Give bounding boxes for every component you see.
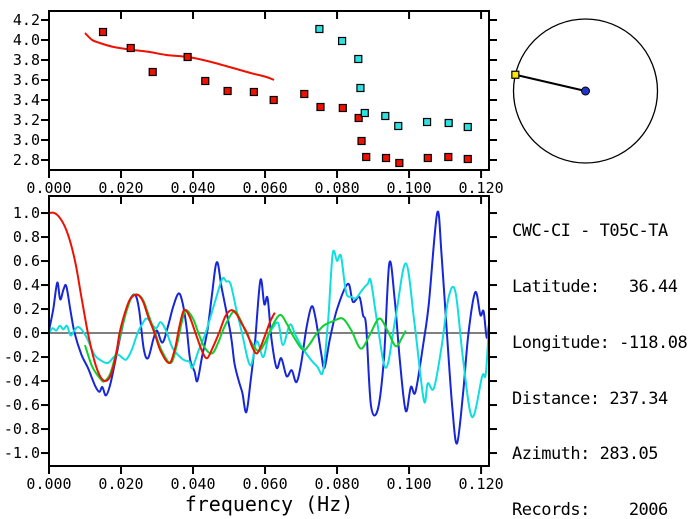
alternate-group-velocity-point xyxy=(394,121,403,131)
y-tick-label: -0.4 xyxy=(4,372,40,390)
measured-group-velocity-point xyxy=(338,103,347,113)
alternate-group-velocity-point xyxy=(360,108,369,118)
y-tick-label: 3.6 xyxy=(13,71,40,89)
measured-group-velocity-point xyxy=(316,102,325,112)
station-pair-title: CWC-CI - T05C-TA xyxy=(512,221,668,242)
measured-group-velocity-point xyxy=(201,76,210,86)
y-tick-label: 3.4 xyxy=(13,91,40,109)
measured-group-velocity-point xyxy=(98,27,108,37)
alternate-group-velocity-point xyxy=(315,24,324,34)
alternate-group-velocity-point xyxy=(422,117,432,127)
alternate-group-velocity-point xyxy=(354,54,363,64)
measured-group-velocity-point xyxy=(249,87,258,97)
measured-group-velocity-point xyxy=(423,153,432,163)
measured-group-velocity-point xyxy=(463,154,472,164)
azimuth-diagram xyxy=(511,18,659,164)
x-tick-label: 0.120 xyxy=(459,179,504,197)
azimuth-station-marker xyxy=(511,70,520,79)
x-tick-label: 0.060 xyxy=(242,475,287,493)
measured-group-velocity-point xyxy=(183,52,192,62)
x-tick-label: 0.020 xyxy=(98,475,143,493)
measured-group-velocity-point xyxy=(300,89,309,99)
y-tick-label: 0.6 xyxy=(13,252,40,270)
station-info-panel: CWC-CI - T05C-TA Latitude: 36.44 Longitu… xyxy=(512,185,688,519)
x-tick-label: 0.060 xyxy=(242,179,287,197)
x-tick-label: 0.000 xyxy=(26,475,71,493)
x-axis-title: frequency (Hz) xyxy=(185,492,354,516)
y-tick-label: 4.2 xyxy=(13,11,40,29)
y-tick-label: 3.2 xyxy=(13,111,40,129)
azimuth-circle xyxy=(512,18,659,164)
measured-group-velocity-point xyxy=(381,153,391,163)
plot-frame xyxy=(48,195,490,467)
distance-line: Distance: 237.34 xyxy=(512,388,668,409)
measured-group-velocity-point xyxy=(126,43,135,53)
y-tick-label: 4.0 xyxy=(13,31,40,49)
reference-dispersion-curve xyxy=(84,32,275,81)
measured-group-velocity-point xyxy=(444,152,453,162)
y-tick-label: -0.2 xyxy=(4,348,40,366)
alternate-group-velocity-point xyxy=(337,36,347,46)
center-station-marker xyxy=(581,86,590,96)
x-tick-label: 0.080 xyxy=(314,179,359,197)
measured-group-velocity-point xyxy=(269,95,278,105)
y-tick-label: -1.0 xyxy=(4,444,40,462)
azimuth-line xyxy=(515,73,586,92)
measured-group-velocity-point xyxy=(362,152,371,162)
alternate-group-velocity-point xyxy=(356,83,365,93)
measured-group-velocity-point xyxy=(223,86,232,96)
x-tick-label: 0.000 xyxy=(26,179,71,197)
y-tick-label: 0.2 xyxy=(13,300,40,318)
longitude-line: Longitude: -118.08 xyxy=(512,332,688,353)
alternate-group-velocity-point xyxy=(463,122,472,132)
alternate-group-velocity-point xyxy=(444,118,453,128)
y-tick-label: 1.0 xyxy=(13,204,40,222)
y-tick-label: 2.8 xyxy=(13,151,40,169)
y-tick-label: -0.8 xyxy=(4,420,40,438)
x-tick-label: 0.120 xyxy=(459,475,504,493)
azimuth-line: Azimuth: 283.05 xyxy=(512,444,659,465)
alternate-group-velocity-point xyxy=(381,111,390,121)
y-tick-label: -0.6 xyxy=(4,396,40,414)
x-tick-label: 0.040 xyxy=(170,475,215,493)
measured-group-velocity-point xyxy=(354,113,363,123)
measured-group-velocity-point xyxy=(357,136,366,146)
y-tick-label: 3.0 xyxy=(13,131,40,149)
green-spectrum xyxy=(84,293,407,383)
red-spectrum xyxy=(50,211,276,383)
measured-group-velocity-point xyxy=(395,158,404,168)
y-tick-label: 0.0 xyxy=(13,324,40,342)
y-tick-label: 0.8 xyxy=(13,228,40,246)
latitude-line: Latitude: 36.44 xyxy=(512,276,678,297)
x-tick-label: 0.080 xyxy=(314,475,359,493)
y-tick-label: 0.4 xyxy=(13,276,40,294)
records-line: Records: 2006 xyxy=(512,500,668,519)
plot-frame xyxy=(48,10,490,171)
x-tick-label: 0.100 xyxy=(386,179,431,197)
x-tick-label: 0.100 xyxy=(386,475,431,493)
dispersion-plot: 0.000 0.020 0.040 0.060 0.080 0.100 0.120 2.8 3.… xyxy=(13,10,504,197)
spectra-plot: 0.000 0.020 0.040 0.060 0.080 0.100 0.120 -1.0 -… xyxy=(4,195,504,516)
cyan-spectrum xyxy=(50,249,488,419)
x-tick-label: 0.040 xyxy=(170,179,215,197)
x-tick-label: 0.020 xyxy=(98,179,143,197)
y-tick-label: 3.8 xyxy=(13,51,40,69)
measured-group-velocity-point xyxy=(148,67,157,77)
